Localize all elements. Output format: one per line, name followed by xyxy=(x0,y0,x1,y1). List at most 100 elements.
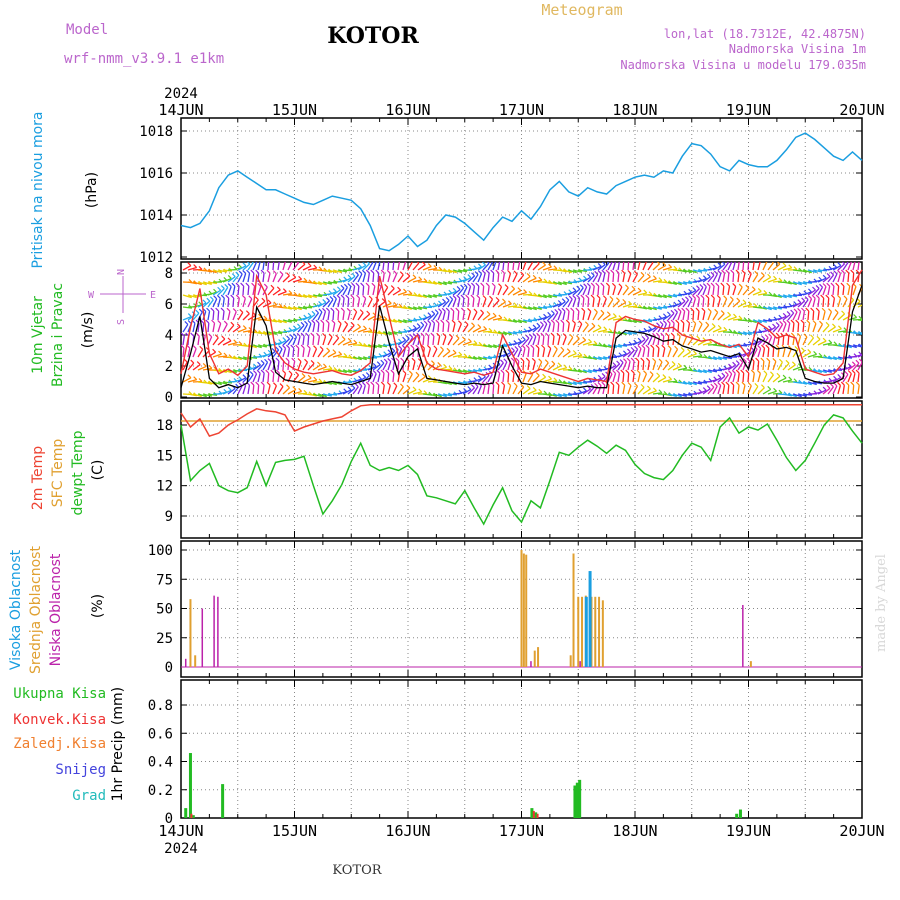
wind-arrow xyxy=(682,299,689,308)
wind-arrow-head xyxy=(340,294,345,299)
wind-arrow xyxy=(602,273,606,283)
wind-arrow xyxy=(827,311,833,321)
wind-arrow-head xyxy=(575,335,580,340)
wind-arrow xyxy=(752,360,755,371)
wind-arrow xyxy=(392,361,396,371)
wind-arrow-head xyxy=(721,269,726,274)
wind-arrow xyxy=(517,306,527,310)
wind-arrow-head xyxy=(535,372,540,376)
wind-arrow xyxy=(517,274,525,283)
wind-arrow-head xyxy=(843,295,848,300)
wind-arrow xyxy=(467,311,472,321)
wind-arrow-head xyxy=(249,371,254,376)
wind-arrow-head xyxy=(202,363,207,367)
wind-arrow xyxy=(607,384,610,395)
wind-arrow-head xyxy=(193,264,198,268)
wind-arrow-head xyxy=(742,299,747,304)
y-tick-label: 9 xyxy=(165,509,173,525)
wind-arrow xyxy=(622,361,628,371)
wind-arrow-head xyxy=(408,370,413,375)
wind-arrow-head xyxy=(238,264,243,269)
wind-arrow xyxy=(307,362,315,371)
wind-arrow xyxy=(327,393,338,396)
wind-arrow xyxy=(652,347,655,358)
wind-arrow-head xyxy=(733,313,737,318)
wind-arrow xyxy=(727,384,730,395)
wind-arrow xyxy=(812,338,821,346)
wind-arrow-head xyxy=(233,339,238,344)
wind-arrow xyxy=(857,344,862,346)
wind-arrow xyxy=(727,299,734,308)
wind-arrow-head xyxy=(386,381,391,386)
wind-arrow xyxy=(262,361,269,371)
wind-arrow-head xyxy=(368,295,373,300)
wind-arrow xyxy=(837,330,848,333)
wind-arrow xyxy=(627,262,630,271)
wind-arrow-head xyxy=(521,344,526,349)
wind-arrow xyxy=(527,373,534,383)
wind-arrow xyxy=(347,286,352,296)
wind-arrow xyxy=(422,315,432,321)
wind-arrow-head xyxy=(496,369,501,374)
wind-arrow-head xyxy=(307,374,312,379)
wind-arrow xyxy=(452,337,460,346)
wind-arrow-head xyxy=(645,357,650,362)
wind-arrow-head xyxy=(227,275,232,279)
wind-arrow xyxy=(337,338,346,346)
wind-arrow xyxy=(282,292,292,296)
wind-arrow xyxy=(517,319,527,324)
wind-unit: (m/s) xyxy=(80,312,96,349)
wind-arrow-head xyxy=(790,332,795,337)
wind-arrow xyxy=(717,375,726,383)
wind-arrow xyxy=(797,336,802,346)
wind-arrow xyxy=(557,367,567,371)
wind-arrow-head xyxy=(416,262,420,264)
wind-arrow xyxy=(842,374,849,383)
wind-arrow xyxy=(712,327,722,333)
wind-arrow xyxy=(277,291,287,296)
wind-arrow xyxy=(507,319,517,323)
wind-arrow-head xyxy=(326,297,330,302)
wind-arrow xyxy=(427,281,437,285)
wind-arrow-head xyxy=(257,361,261,366)
wind-arrow xyxy=(822,369,832,374)
wind-arrow-head xyxy=(511,347,515,352)
wind-arrow xyxy=(357,356,367,361)
wind-arrow xyxy=(457,298,461,308)
wind-arrow-head xyxy=(267,358,272,362)
wind-arrow-head xyxy=(286,272,290,277)
wind-arrow xyxy=(782,362,790,371)
wind-arrow xyxy=(457,369,467,374)
wind-arrow-head xyxy=(371,282,376,287)
wind-arrow xyxy=(242,385,247,395)
wind-arrow xyxy=(282,338,291,346)
wind-arrow-head xyxy=(572,287,577,292)
wind-arrow-head xyxy=(702,275,707,280)
wind-arrow xyxy=(442,299,450,308)
wind-arrow xyxy=(387,361,392,371)
wind-arrow xyxy=(852,272,855,283)
wind-arrow-head xyxy=(696,285,700,290)
wind-arrow-head xyxy=(808,366,813,371)
wind-arrow-head xyxy=(412,386,417,391)
total-precip-bar xyxy=(573,785,577,818)
wind-arrow-head xyxy=(596,294,601,299)
wind-arrow xyxy=(257,331,267,335)
wind-arrow-head xyxy=(530,344,535,349)
wind-arrow xyxy=(752,331,763,334)
wind-arrow-head xyxy=(641,335,646,340)
wind-arrow xyxy=(777,306,788,309)
wind-arrow-head xyxy=(272,382,277,387)
wind-arrow-head xyxy=(307,312,312,317)
wind-arrow xyxy=(552,302,562,308)
wind-arrow xyxy=(717,385,722,395)
x-tick-label-bottom: 19JUN xyxy=(726,822,771,840)
wind-arrow xyxy=(497,362,504,371)
wind-arrow xyxy=(552,281,562,286)
wind-arrow-head xyxy=(267,349,272,354)
wind-arrow xyxy=(287,306,297,311)
wind-arrow xyxy=(827,326,836,333)
wind-arrow xyxy=(797,281,807,285)
wind-arrow-head xyxy=(356,294,360,299)
wind-arrow-head xyxy=(536,332,541,337)
